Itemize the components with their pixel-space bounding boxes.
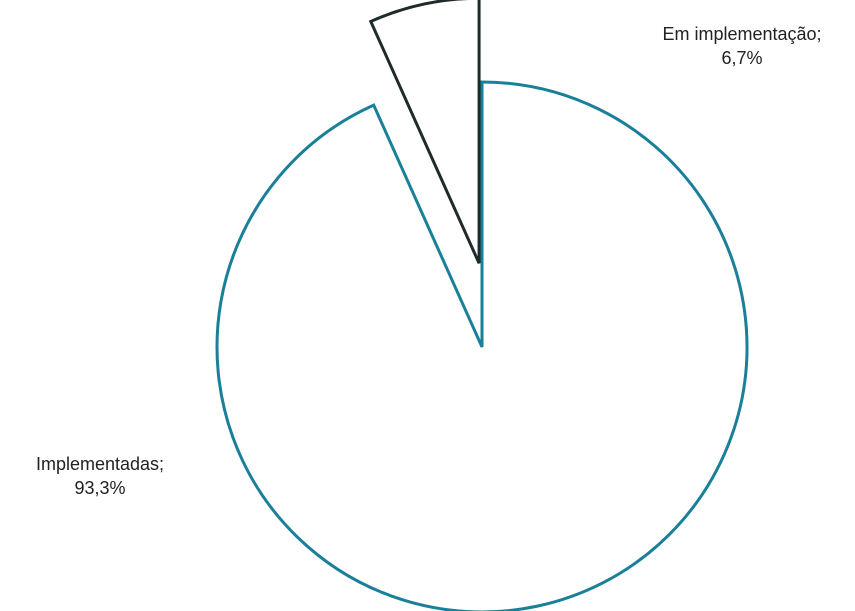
slice-label-implementadas-value: 93,3% [74, 478, 126, 498]
pie-slice-em-implementa-o [368, 0, 481, 264]
slice-label-implementadas-name: Implementadas; [35, 454, 165, 474]
pie-slice-implementadas [215, 80, 749, 611]
slice-label-em-implementacao-value: 6,7% [721, 48, 763, 68]
slice-label-em-implementacao-name: Em implementação; [662, 24, 822, 44]
slice-label-implementadas: Implementadas; 93,3% [0, 452, 200, 500]
slice-label-em-implementacao: Em implementação; 6,7% [628, 22, 855, 70]
